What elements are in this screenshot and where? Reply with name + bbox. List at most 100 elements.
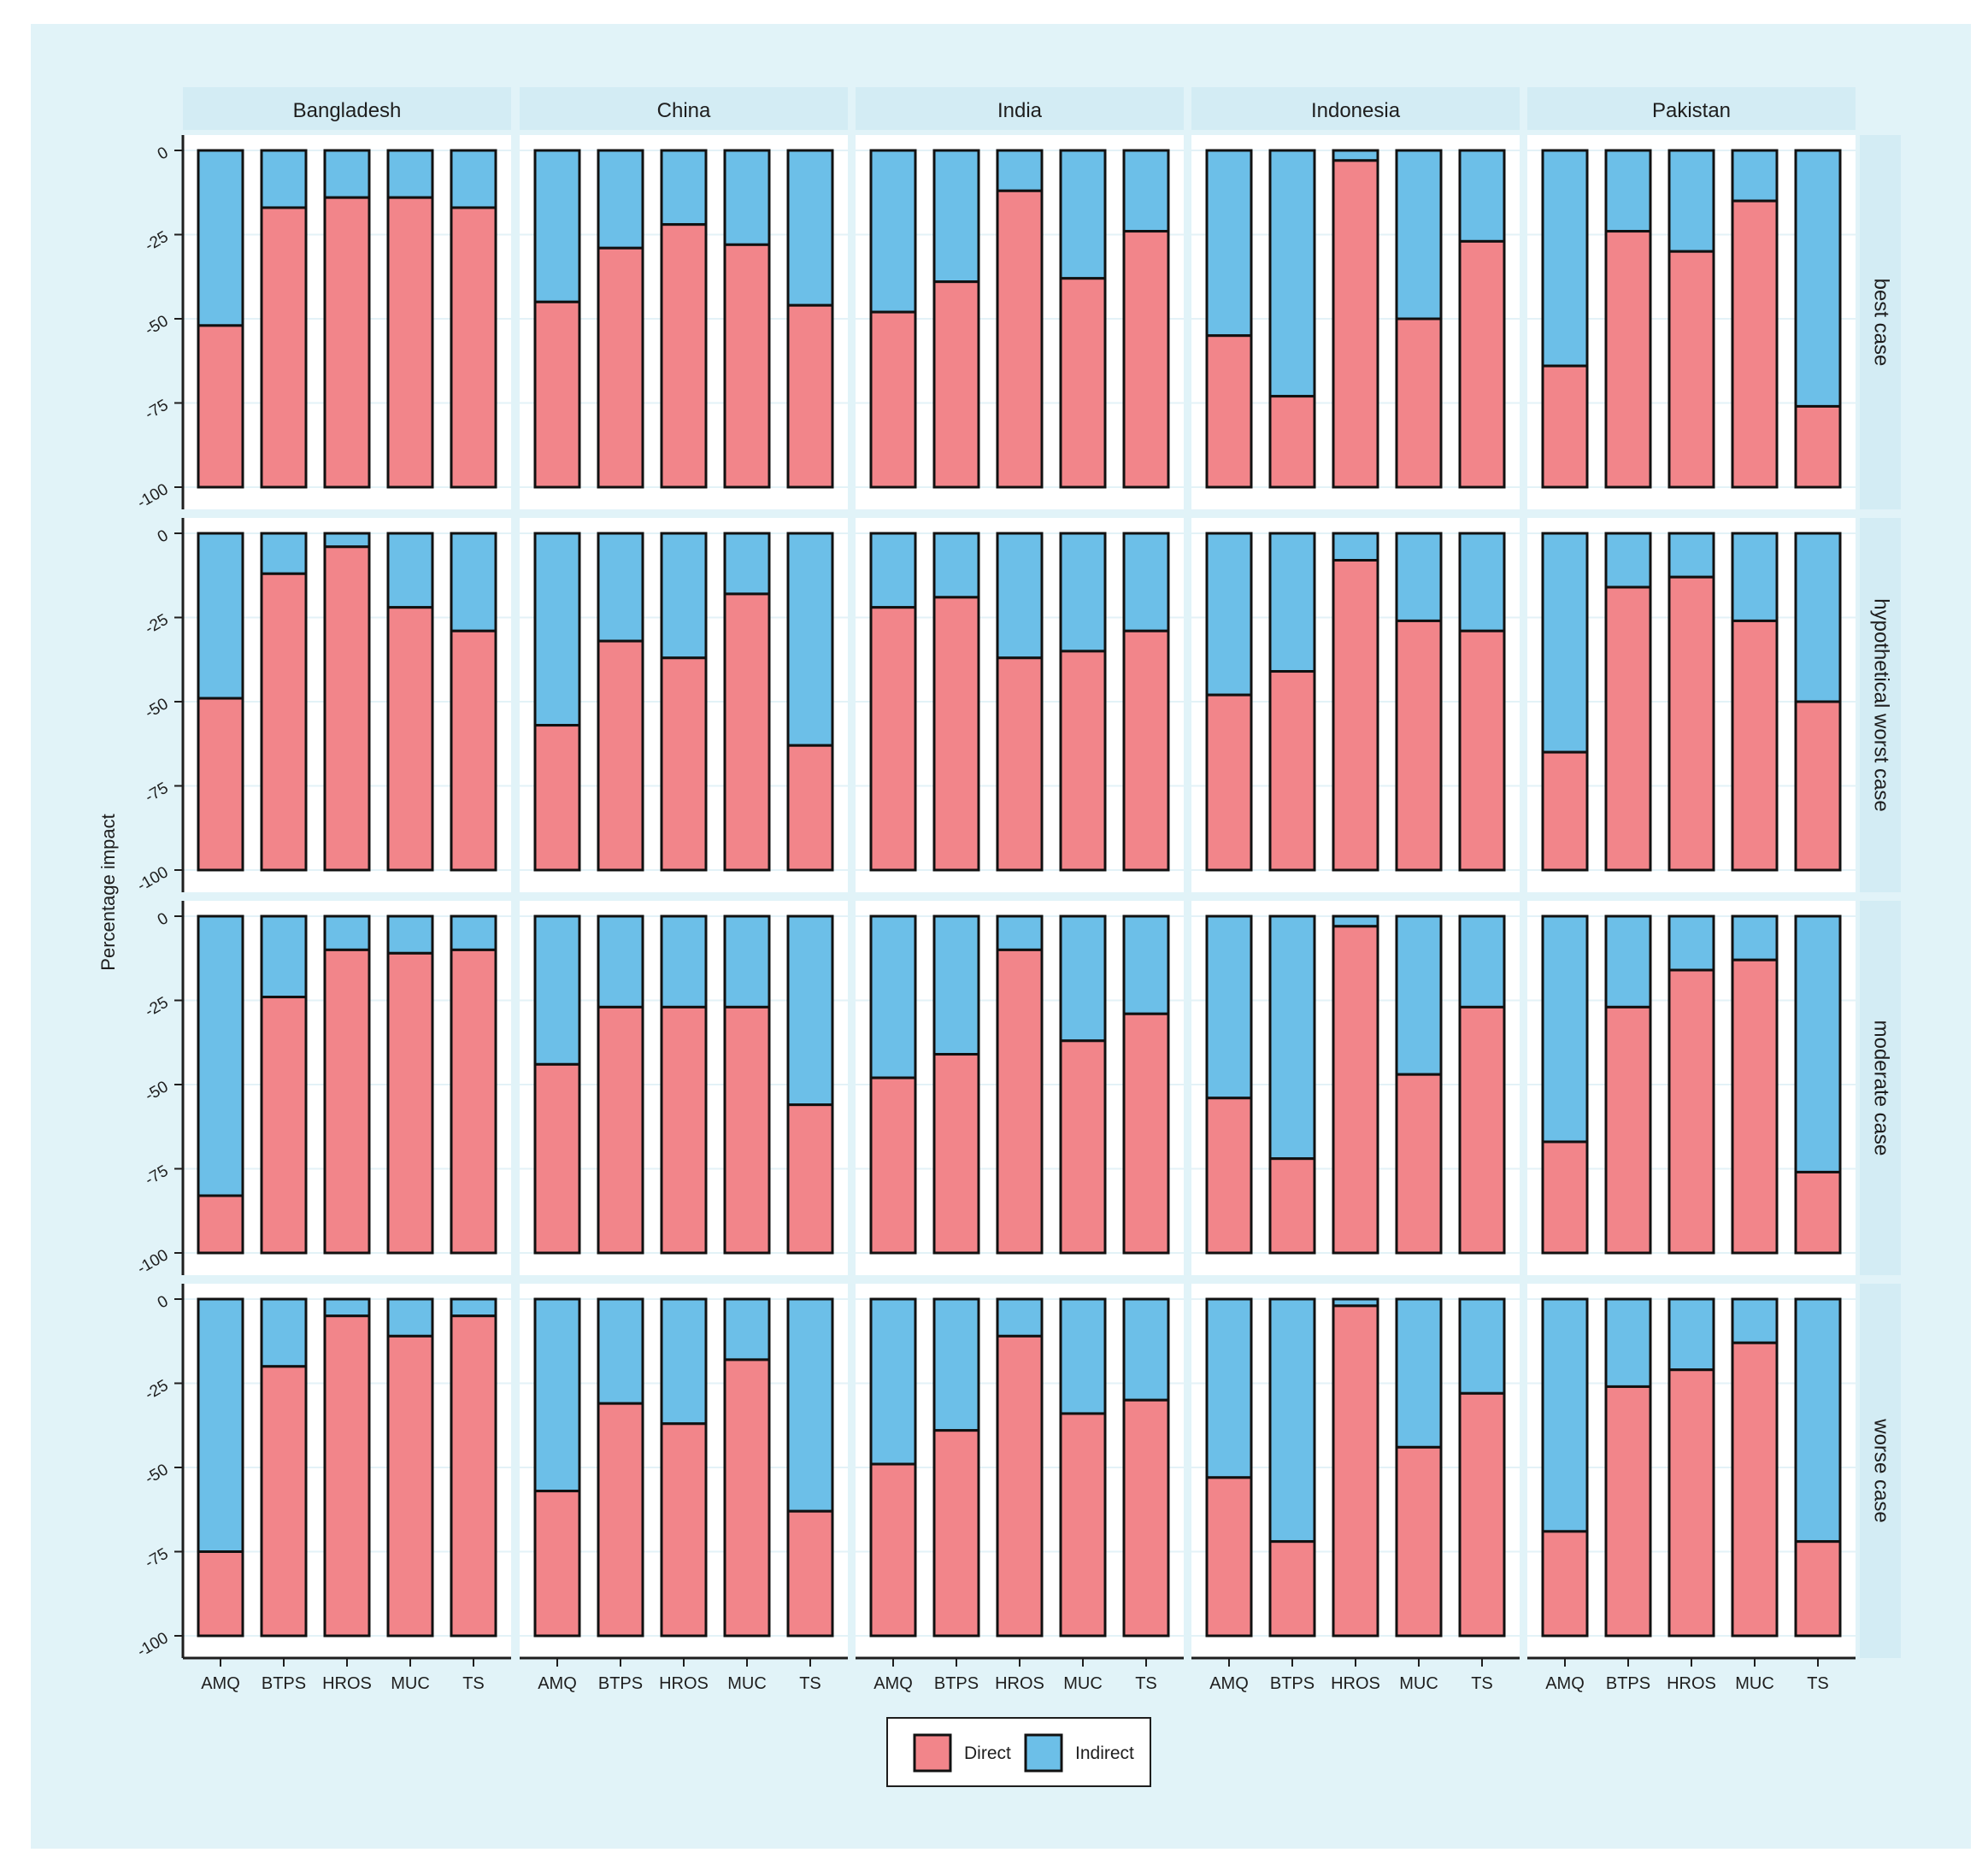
bar-indirect-pakistan-moderate-case-hros <box>1667 914 1715 972</box>
bar-direct-indonesia-worse-case-amq <box>1205 1476 1253 1638</box>
x-tick-label-hros: HROS <box>322 1674 372 1693</box>
bar-direct-china-worse-case-ts <box>786 1509 834 1638</box>
bar-indirect-bangladesh-hypothetical-worst-case-btps <box>260 532 308 575</box>
bar-indirect-indonesia-hypothetical-worst-case-muc <box>1395 532 1443 622</box>
bar-direct-indonesia-worse-case-hros <box>1332 1304 1379 1638</box>
legend-swatch-direct <box>913 1733 952 1773</box>
row-strip-label-moderate-case: moderate case <box>1870 1020 1893 1156</box>
column-strip-india <box>856 87 1184 130</box>
bar-direct-china-worse-case-muc <box>723 1358 771 1638</box>
bar-direct-indonesia-best-case-ts <box>1458 239 1506 489</box>
bar-indirect-india-moderate-case-ts <box>1122 914 1170 1015</box>
x-tick-label-hros: HROS <box>1667 1674 1716 1693</box>
bar-indirect-pakistan-moderate-case-btps <box>1604 914 1652 1009</box>
x-tick-label-btps: BTPS <box>1606 1674 1650 1693</box>
bar-direct-bangladesh-moderate-case-btps <box>260 996 308 1255</box>
bar-direct-china-worse-case-btps <box>597 1402 644 1638</box>
bar-indirect-china-moderate-case-amq <box>533 914 581 1066</box>
column-strip-label-china: China <box>657 99 711 122</box>
bar-indirect-india-best-case-amq <box>869 149 917 314</box>
bar-direct-bangladesh-worse-case-muc <box>386 1334 434 1638</box>
bar-indirect-pakistan-hypothetical-worst-case-ts <box>1794 532 1842 703</box>
bar-direct-bangladesh-best-case-ts <box>450 206 497 489</box>
bar-direct-bangladesh-moderate-case-hros <box>323 948 371 1255</box>
x-tick-label-amq: AMQ <box>201 1674 240 1693</box>
bar-direct-china-best-case-amq <box>533 300 581 489</box>
legend: Direct Indirect <box>886 1717 1151 1787</box>
bar-indirect-bangladesh-best-case-ts <box>450 149 497 209</box>
bar-indirect-pakistan-moderate-case-amq <box>1541 914 1589 1144</box>
bar-indirect-indonesia-best-case-btps <box>1268 149 1316 398</box>
bar-indirect-indonesia-moderate-case-amq <box>1205 914 1253 1100</box>
bar-direct-india-hypothetical-worst-case-ts <box>1122 629 1170 872</box>
x-tick-label-hros: HROS <box>1331 1674 1380 1693</box>
bar-indirect-indonesia-hypothetical-worst-case-hros <box>1332 532 1379 562</box>
bar-direct-bangladesh-hypothetical-worst-case-btps <box>260 572 308 872</box>
bar-indirect-india-worse-case-hros <box>996 1297 1044 1338</box>
bar-indirect-china-moderate-case-ts <box>786 914 834 1107</box>
bar-indirect-pakistan-worse-case-amq <box>1541 1297 1589 1533</box>
bar-indirect-pakistan-worse-case-btps <box>1604 1297 1652 1388</box>
bar-direct-indonesia-moderate-case-hros <box>1332 925 1379 1255</box>
bar-indirect-india-best-case-muc <box>1059 149 1107 280</box>
bar-direct-pakistan-worse-case-btps <box>1604 1385 1652 1638</box>
bar-indirect-india-best-case-btps <box>932 149 980 284</box>
bar-direct-indonesia-moderate-case-muc <box>1395 1073 1443 1255</box>
bar-indirect-india-best-case-ts <box>1122 149 1170 233</box>
bar-direct-china-hypothetical-worst-case-ts <box>786 744 834 872</box>
bar-indirect-india-worse-case-btps <box>932 1297 980 1432</box>
bar-direct-india-hypothetical-worst-case-btps <box>932 596 980 872</box>
bar-indirect-indonesia-best-case-amq <box>1205 149 1253 338</box>
bar-indirect-china-best-case-ts <box>786 149 834 307</box>
bar-direct-china-moderate-case-hros <box>660 1005 708 1255</box>
bar-direct-bangladesh-best-case-muc <box>386 196 434 489</box>
bar-indirect-indonesia-hypothetical-worst-case-btps <box>1268 532 1316 673</box>
bar-indirect-pakistan-moderate-case-ts <box>1794 914 1842 1173</box>
row-strip-moderate-case <box>1860 901 1901 1275</box>
bar-indirect-china-best-case-amq <box>533 149 581 303</box>
bar-direct-china-worse-case-amq <box>533 1490 581 1638</box>
bar-direct-india-best-case-muc <box>1059 277 1107 489</box>
bar-indirect-china-worse-case-amq <box>533 1297 581 1493</box>
bar-direct-pakistan-moderate-case-ts <box>1794 1170 1842 1255</box>
bar-direct-pakistan-moderate-case-amq <box>1541 1140 1589 1255</box>
bar-direct-bangladesh-worse-case-btps <box>260 1365 308 1638</box>
bar-direct-bangladesh-worse-case-ts <box>450 1314 497 1638</box>
bar-indirect-india-worse-case-amq <box>869 1297 917 1466</box>
bar-direct-bangladesh-moderate-case-ts <box>450 948 497 1255</box>
bar-direct-india-worse-case-muc <box>1059 1412 1107 1638</box>
bar-direct-indonesia-worse-case-ts <box>1458 1391 1506 1638</box>
bar-direct-pakistan-worse-case-ts <box>1794 1540 1842 1638</box>
bar-direct-india-worse-case-btps <box>932 1429 980 1638</box>
bar-direct-india-hypothetical-worst-case-amq <box>869 606 917 872</box>
bar-direct-pakistan-moderate-case-muc <box>1731 958 1779 1255</box>
bar-direct-pakistan-best-case-hros <box>1667 250 1715 489</box>
row-strip-hypothetical-worst-case <box>1860 518 1901 892</box>
bar-direct-pakistan-hypothetical-worst-case-muc <box>1731 619 1779 872</box>
bar-indirect-pakistan-best-case-amq <box>1541 149 1589 368</box>
x-tick-label-ts: TS <box>1807 1674 1829 1693</box>
bar-indirect-china-worse-case-muc <box>723 1297 771 1361</box>
bar-indirect-indonesia-moderate-case-ts <box>1458 914 1506 1009</box>
x-tick-label-amq: AMQ <box>873 1674 913 1693</box>
bar-indirect-india-best-case-hros <box>996 149 1044 192</box>
bar-direct-indonesia-best-case-btps <box>1268 395 1316 489</box>
bar-indirect-indonesia-worse-case-ts <box>1458 1297 1506 1395</box>
bar-direct-bangladesh-hypothetical-worst-case-amq <box>197 697 244 872</box>
bar-indirect-bangladesh-worse-case-btps <box>260 1297 308 1368</box>
bar-direct-bangladesh-hypothetical-worst-case-muc <box>386 606 434 872</box>
bar-direct-indonesia-hypothetical-worst-case-hros <box>1332 559 1379 872</box>
y-axis-label: Percentage impact <box>97 814 119 970</box>
bar-direct-china-moderate-case-btps <box>597 1005 644 1255</box>
bar-direct-india-worse-case-ts <box>1122 1398 1170 1638</box>
bar-indirect-india-moderate-case-muc <box>1059 914 1107 1043</box>
legend-label-direct: Direct <box>964 1744 1011 1763</box>
x-tick-label-amq: AMQ <box>1209 1674 1249 1693</box>
bar-indirect-indonesia-best-case-muc <box>1395 149 1443 320</box>
bar-indirect-indonesia-worse-case-muc <box>1395 1297 1443 1449</box>
bar-indirect-india-moderate-case-btps <box>932 914 980 1056</box>
bar-indirect-china-hypothetical-worst-case-amq <box>533 532 581 727</box>
bar-indirect-china-best-case-btps <box>597 149 644 250</box>
x-tick-label-muc: MUC <box>1399 1674 1438 1693</box>
bar-direct-indonesia-moderate-case-btps <box>1268 1157 1316 1255</box>
